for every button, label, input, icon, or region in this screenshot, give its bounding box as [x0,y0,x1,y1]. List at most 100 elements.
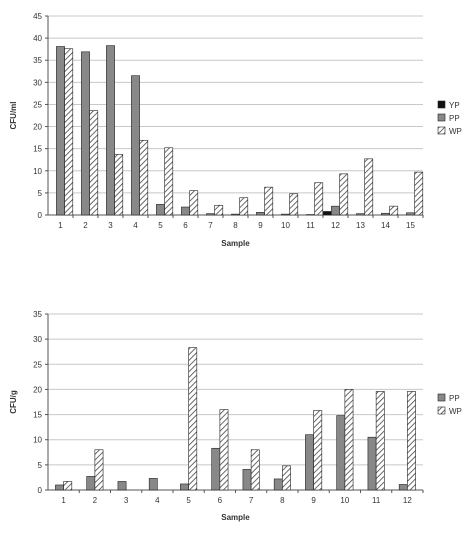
x-axis-title: Sample [221,513,250,522]
y-tick-label: 5 [38,189,43,198]
x-tick-label: 6 [218,496,223,505]
bar-wp-8 [239,197,249,216]
bar-wp-6 [219,409,229,491]
bar-pp-1 [55,484,64,491]
bar-pp-3 [117,481,127,491]
bar-pp-1 [56,46,65,216]
x-tick-label: 4 [155,496,160,505]
bar-pp-15 [406,212,415,216]
x-tick-label: 9 [258,221,263,230]
bar-wp-7 [214,204,224,216]
x-tick-label: 12 [403,496,412,505]
legend-swatch-pp [437,393,446,402]
bar-pp-9 [256,212,265,216]
y-axis-title: CFU/g [9,390,18,414]
y-tick-label: 30 [33,78,42,87]
x-tick-label: 5 [186,496,191,505]
bar-pp-8 [231,213,240,216]
bar-wp-15 [414,171,424,216]
bar-pp-6 [181,206,190,216]
bar-pp-9 [305,434,314,491]
legend-swatch-pp [437,113,446,122]
x-tick-label: 1 [61,496,66,505]
bar-pp-6 [211,447,221,491]
y-tick-label: 10 [33,436,42,445]
bar-pp-7 [206,213,215,216]
y-tick-label: 15 [33,411,42,420]
x-tick-label: 3 [108,221,113,230]
legend-label-yp: YP [449,101,460,110]
bar-pp-13 [356,213,365,216]
x-tick-label: 6 [183,221,188,230]
x-tick-label: 14 [381,221,390,230]
y-tick-label: 35 [33,56,42,65]
legend-swatch-wp [437,406,446,415]
y-tick-label: 10 [33,167,42,176]
x-tick-label: 9 [311,496,316,505]
bar-pp-12 [331,205,340,216]
y-tick-label: 20 [33,385,42,394]
bar-wp-12 [339,173,349,216]
legend: YP PP WP [437,100,462,136]
bar-pp-3 [106,45,115,216]
x-tick-label: 5 [158,221,163,230]
bar-wp-2 [89,110,99,216]
bar-pp-10 [281,213,290,216]
bar-pp-7 [242,469,252,491]
bar-wp-5 [188,347,198,491]
legend-label-wp: WP [449,407,462,416]
legend-swatch-wp [437,126,446,135]
bar-wp-3 [114,154,124,216]
bar-pp-2 [86,476,96,491]
x-tick-label: 2 [93,496,98,505]
bar-wp-7 [250,449,260,491]
bar-pp-12 [398,484,408,491]
legend-label-pp: PP [449,394,460,403]
bar-wp-11 [314,182,324,216]
x-tick-label: 13 [356,221,365,230]
bar-wp-2 [94,449,104,491]
x-tick-label: 1 [58,221,63,230]
x-tick-label: 8 [280,496,285,505]
bar-wp-12 [407,391,416,491]
bar-wp-9 [313,410,323,491]
x-tick-label: 15 [406,221,415,230]
x-tick-label: 3 [124,496,129,505]
bar-wp-10 [289,193,299,216]
bar-wp-1 [64,48,74,216]
x-tick-label: 12 [331,221,340,230]
y-tick-label: 0 [38,486,43,495]
bar-wp-1 [63,481,73,491]
y-tick-label: 20 [33,123,42,132]
y-tick-label: 35 [33,310,42,319]
x-tick-label: 8 [233,221,238,230]
y-tick-label: 25 [33,100,42,109]
bar-wp-14 [389,205,399,216]
x-tick-label: 7 [249,496,254,505]
bar-pp-5 [180,483,189,491]
y-tick-label: 25 [33,360,42,369]
bar-pp-5 [156,204,165,216]
bar-wp-10 [344,389,354,491]
x-axis-title: Sample [221,239,250,248]
bar-pp-14 [381,212,390,216]
x-tick-label: 10 [340,496,349,505]
x-tick-label: 7 [208,221,213,230]
bar-pp-8 [273,478,283,491]
y-tick-label: 5 [38,461,43,470]
bar-wp-9 [264,186,274,216]
y-tick-label: 0 [38,211,43,220]
bar-yp-12 [322,211,332,216]
x-tick-label: 11 [306,221,315,230]
bar-pp-11 [367,436,377,491]
legend-label-pp: PP [449,114,460,123]
bar-wp-11 [375,391,385,491]
bar-pp-2 [81,51,90,216]
x-tick-label: 10 [281,221,290,230]
y-tick-label: 40 [33,34,42,43]
bar-wp-13 [364,158,374,216]
legend-label-wp: WP [449,127,462,136]
